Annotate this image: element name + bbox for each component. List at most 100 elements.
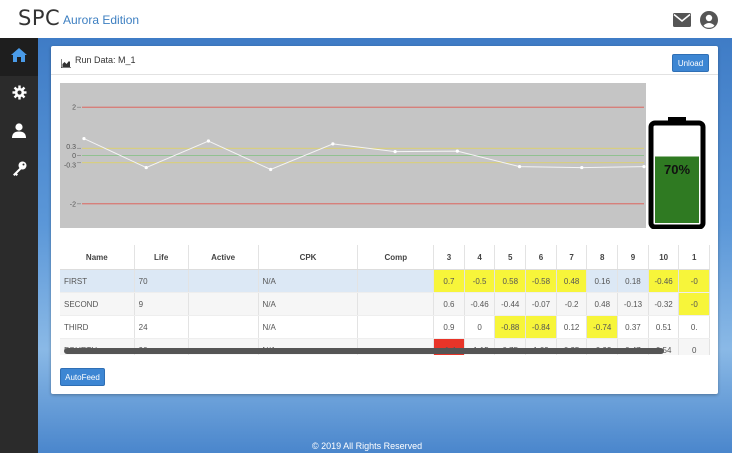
table-cell [188,315,259,339]
key-icon [12,161,27,181]
column-header[interactable]: 5 [494,245,527,270]
table-cell: -0.88 [494,315,527,339]
sidebar-item-key[interactable] [0,152,38,190]
column-header[interactable]: Name [60,245,135,270]
table-cell: 9 [134,292,189,316]
sidebar-item-home[interactable] [0,38,38,76]
mail-icon[interactable] [673,13,691,32]
column-header[interactable]: CPK [258,245,359,270]
table-cell: THIRD [60,315,135,339]
control-chart: 2 0.3 0 -0.3 -2 [60,83,646,228]
table-cell: -0.46 [648,269,680,293]
gear-icon [11,85,27,105]
table-cell: -0.58 [525,269,557,293]
column-header[interactable]: 10 [648,245,680,270]
panel-header: Run Data: M_1 Unload [51,46,718,75]
top-bar: SPC Aurora Edition [0,0,732,38]
y-tick-label: 0 [72,153,76,160]
user-icon [12,123,26,143]
battery-gauge: 70% [648,117,706,234]
y-tick-label: -0.3 [64,162,76,169]
table-cell: N/A [258,269,359,293]
table-horizontal-scrollbar[interactable] [64,348,664,354]
table-cell: 0.48 [556,269,588,293]
footer-copyright: © 2019 All Rights Reserved [312,441,423,451]
table-row[interactable]: FIRST 70 N/A 0.7 -0.5 0.58 -0.58 0.48 0.16 0.18 -0… [60,269,710,293]
table-cell: -0.44 [494,292,527,316]
table-cell: 0.58 [494,269,527,293]
column-header[interactable]: 6 [525,245,557,270]
table-cell: SECOND [60,292,135,316]
table-cell: 0.7 [433,269,465,293]
column-header[interactable]: Life [134,245,189,270]
table-cell: -0.84 [525,315,557,339]
control-chart-svg: 2 0.3 0 -0.3 -2 [64,105,646,208]
y-tick-label: 2 [72,105,76,112]
sidebar [0,38,38,453]
data-point [144,165,148,170]
y-tick-label: 0.3 [66,144,76,151]
data-point [206,139,211,143]
data-point [331,142,335,146]
table-cell: 0.51 [648,315,680,339]
panel-title: Run Data: M_1 [75,55,136,65]
table-cell [357,269,435,293]
data-point [580,165,584,170]
user-circle-icon[interactable] [700,11,718,34]
table-cell: 0 [678,338,710,355]
data-point [393,150,397,154]
column-header[interactable]: 7 [556,245,588,270]
table-cell: 0.37 [617,315,649,339]
table-cell [188,292,259,316]
table-cell: 24 [134,315,189,339]
table-cell: 70 [134,269,189,293]
table-cell: -0.32 [648,292,680,316]
table-cell [357,292,435,316]
table-cell [188,269,259,293]
series-line [83,138,645,171]
table-cell: 0.12 [556,315,588,339]
table-row[interactable]: THIRD 24 N/A 0.9 0 -0.88 -0.84 0.12 -0.74 0.37 0.5… [60,315,710,339]
table-cell: -0.2 [556,292,588,316]
data-point [455,149,459,153]
column-header[interactable]: 3 [433,245,465,270]
y-tick-label: -2 [70,201,76,208]
table-cell: FIRST [60,269,135,293]
data-point [269,167,273,172]
data-point [517,165,522,169]
sidebar-item-user[interactable] [0,114,38,152]
table-cell: -0.07 [525,292,557,316]
app-logo: SPC [18,6,61,30]
data-table: Name Life Active CPK Comp 3 4 5 6 7 8 9 10 1 FIRST 70 N… [60,245,710,355]
app-edition: Aurora Edition [63,13,140,27]
table-cell: -0.5 [464,269,496,293]
unload-button[interactable]: Unload [672,54,709,72]
battery-percent-label: 70% [663,162,691,177]
table-cell: N/A [258,292,359,316]
table-cell [357,315,435,339]
column-header[interactable]: 4 [464,245,496,270]
column-header[interactable]: 9 [617,245,649,270]
column-header[interactable]: 8 [586,245,619,270]
table-cell: -0.74 [586,315,619,339]
table-row[interactable]: SECOND 9 N/A 0.6 -0.46 -0.44 -0.07 -0.2 0.48 -0.1… [60,292,710,316]
table-cell: -0 [678,292,710,316]
table-cell: -0.46 [464,292,496,316]
table-cell: 0.6 [433,292,465,316]
table-cell: 0. [678,315,710,339]
column-header[interactable]: Active [188,245,259,270]
column-header[interactable]: Comp [357,245,435,270]
table-cell: 0.18 [617,269,649,293]
table-cell: 0.16 [586,269,619,293]
table-cell: N/A [258,315,359,339]
data-point [82,136,86,141]
sidebar-item-settings[interactable] [0,76,38,114]
run-data-panel: Run Data: M_1 Unload 2 0.3 0 -0.3 -2 70% Nam… [51,46,718,394]
autofeed-button[interactable]: AutoFeed [60,368,105,386]
table-cell: -0.13 [617,292,649,316]
column-header[interactable]: 1 [678,245,710,270]
home-icon [11,47,27,67]
table-cell: -0 [678,269,710,293]
battery-fill [655,156,699,223]
table-cell: 0.9 [433,315,465,339]
